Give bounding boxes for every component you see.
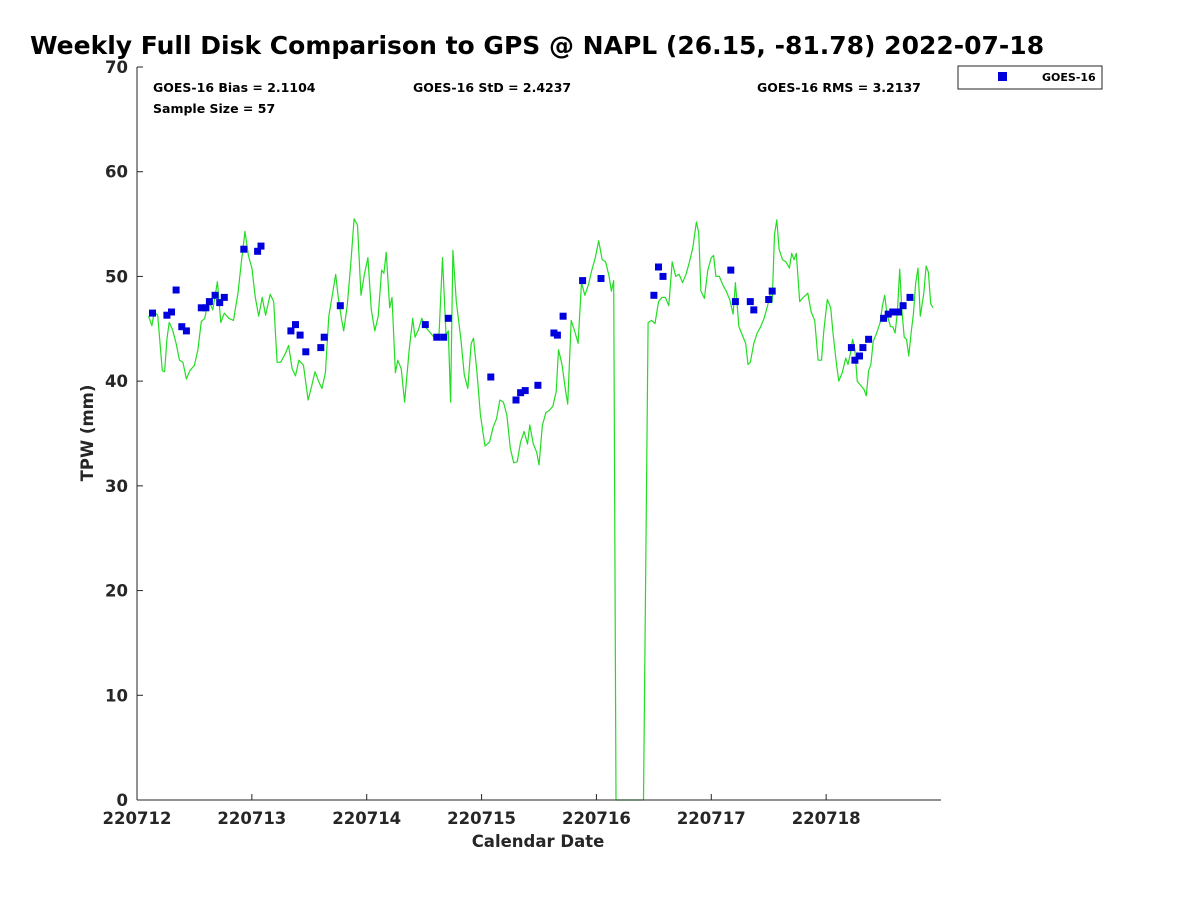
goes16-point [865,335,873,343]
goes16-point [906,293,914,301]
y-tick-label: 40 [105,372,128,391]
goes16-point [292,321,299,329]
goes16-point [768,287,776,295]
legend-box [957,65,1103,90]
goes16-point [859,344,867,352]
goes16-point [487,373,495,381]
goes16-point [197,304,205,312]
goes16-point [257,242,265,250]
rms-stat: GOES-16 RMS = 3.2137 [757,80,921,95]
goes16-point [553,331,561,339]
goes16-point [172,286,180,294]
goes16-point [895,308,902,316]
goes16-point [727,266,735,274]
goes16-point [320,333,328,341]
goes16-point [746,298,754,306]
goes16-point [336,302,344,310]
std-stat: GOES-16 StD = 2.4237 [413,80,571,95]
y-tick-label: 70 [105,58,128,77]
goes16-point [884,310,892,318]
chart-title: Weekly Full Disk Comparison to GPS @ NAP… [30,31,1044,60]
goes16-point [655,263,662,271]
legend-label: GOES-16 [1042,71,1096,84]
goes16-point [178,323,186,331]
x-tick-label: 220713 [217,809,286,828]
goes16-point [240,245,248,253]
goes-markers-group [149,242,914,404]
goes16-point [579,277,587,285]
goes16-point [851,356,859,364]
goes16-point [731,298,739,306]
y-tick-label: 50 [105,267,128,286]
goes16-point [211,291,219,299]
plot-area: 0 10 20 30 40 50 60 70 220712 220713 220714 220715… [103,58,941,828]
goes16-point [205,298,213,306]
x-tick-label: 220712 [103,809,172,828]
goes16-point [517,389,525,397]
legend: GOES-16 [957,65,1103,90]
x-axis-label: Calendar Date [472,832,605,851]
goes16-point [889,308,897,316]
axes-frame [137,67,941,800]
gps-line-group [147,218,934,801]
goes16-point [168,308,175,316]
goes16-point [440,333,448,341]
x-ticks: 220712 220713 220714 220715 220716 220717 2207… [103,794,861,828]
y-tick-label: 20 [105,582,128,601]
goes16-point [317,344,325,352]
goes16-point [765,296,773,303]
y-ticks: 0 10 20 30 40 50 60 70 [105,58,143,810]
goes16-point [856,352,863,360]
x-tick-label: 220718 [792,809,861,828]
goes16-point [659,272,667,280]
y-tick-label: 10 [105,686,128,705]
y-tick-label: 30 [105,477,128,496]
y-axis-label: TPW (mm) [78,385,97,482]
goes16-point [287,327,295,335]
bias-stat: GOES-16 Bias = 2.1104 [153,80,316,95]
goes16-point [512,396,520,404]
goes16-point [750,306,758,314]
goes16-point [220,293,228,301]
goes16-point [899,302,907,310]
goes16-point [433,333,441,341]
goes16-point [521,387,529,395]
goes16-point [302,348,310,356]
goes16-point [597,275,605,282]
x-tick-label: 220717 [677,809,746,828]
legend-marker [998,72,1007,81]
y-tick-label: 60 [105,163,128,182]
goes16-point [534,381,542,389]
goes16-point [296,331,304,339]
y-tick-label: 0 [117,791,128,810]
goes16-point [163,311,171,319]
gps-tpw-line [147,218,934,801]
goes16-point [847,344,855,352]
x-tick-label: 220715 [447,809,516,828]
goes16-point [216,299,224,307]
goes16-point [444,314,452,322]
goes16-point [254,247,262,255]
goes16-point [650,291,658,299]
goes16-point [149,309,156,317]
goes16-point [421,321,429,329]
sample-size-stat: Sample Size = 57 [153,101,275,116]
goes16-point [880,314,888,322]
goes16-point [182,327,190,335]
x-tick-label: 220714 [332,809,401,828]
x-tick-label: 220716 [562,809,631,828]
goes16-point [559,312,567,320]
goes16-point [202,304,210,312]
